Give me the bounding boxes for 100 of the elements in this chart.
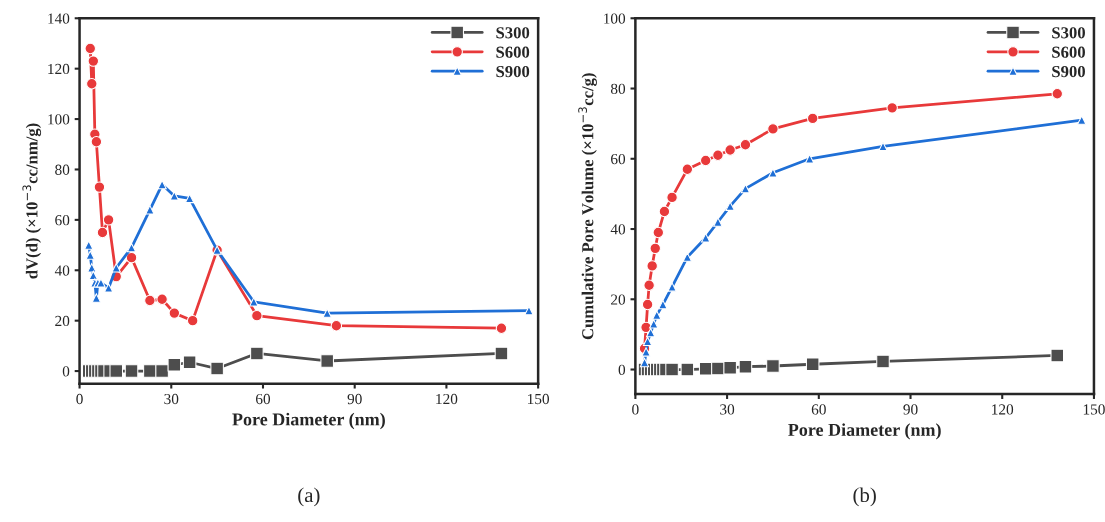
point [713,217,723,227]
point [251,309,263,322]
x-tick-label: 60 [256,393,271,405]
point [665,362,679,377]
point [109,364,124,378]
point [723,361,737,375]
point [249,297,259,307]
point [766,359,780,373]
point [88,270,98,280]
point [102,214,115,226]
legend-label: S900 [1052,65,1085,78]
point [167,358,182,372]
point [701,233,711,243]
point [84,42,96,55]
point [1050,348,1065,363]
y-tick-label: 80 [55,164,70,175]
x-tick-label: 30 [720,404,735,415]
point [649,242,661,255]
point [682,252,693,262]
legend-label: S600 [496,46,530,58]
point [495,322,508,334]
y-tick-label: 0 [62,366,70,377]
y-tick-label: 40 [610,224,626,235]
point [155,364,169,378]
x-tick-label: 90 [903,404,918,415]
point [330,319,343,332]
point [724,144,736,156]
point [646,260,658,272]
y-tick-label: 20 [611,294,626,305]
point [1051,88,1063,100]
text: (b) [853,487,876,507]
point [168,307,181,319]
point [169,191,180,201]
point [86,78,98,90]
point [643,279,655,291]
y-tick-label: 60 [611,153,626,165]
point [806,112,819,125]
y-tick-label: 80 [610,83,626,94]
x-tick-label: 0 [632,404,639,415]
point [87,55,100,67]
point [738,359,753,374]
point [658,205,671,218]
point [667,282,677,292]
x-tick-label: 90 [347,393,362,405]
point [125,251,138,264]
point [652,226,665,239]
point [111,263,121,273]
point [186,314,199,327]
point [876,354,890,369]
y-tick-label: 100 [604,13,626,24]
point [642,336,653,347]
point [767,123,779,135]
legend-label: S900 [496,65,530,78]
point [712,149,724,161]
legend-label: S300 [496,27,530,39]
y-tick-label: 20 [55,315,70,327]
point [145,205,155,215]
legend-label: S300 [1052,27,1085,39]
point [320,354,334,368]
point [639,357,650,368]
point [90,136,103,148]
y-tick-label: 140 [48,13,70,24]
y-axis-title: Cumulative Pore Volume (×10$^{−3}$cc/g) [578,73,597,340]
point [126,242,137,253]
y-tick-label: 40 [54,265,70,276]
point [210,361,224,376]
point [698,362,713,376]
point [124,364,139,378]
point [93,181,106,193]
point [157,179,167,190]
point [524,305,534,316]
point [886,102,898,114]
legend-label: S600 [1052,46,1085,58]
point [91,293,102,303]
point [666,191,678,204]
x-axis-title: Pore Diameter (nm) [232,412,385,430]
y-axis-title: dV(d) (×10$^{−3}$cc/nm/g) [22,123,42,279]
point [84,240,94,250]
point [739,138,752,151]
point [96,226,109,239]
point [1077,115,1087,125]
point [85,250,95,260]
x-tick-label: 30 [164,393,179,405]
point [250,346,264,361]
y-tick-label: 60 [55,215,70,226]
x-tick-label: 60 [811,404,826,415]
point [680,362,695,377]
point [805,357,820,372]
point [725,201,735,211]
x-tick-label: 120 [992,404,1014,415]
point [322,308,332,318]
x-tick-label: 150 [1083,404,1105,415]
point [804,154,815,164]
point [681,163,694,176]
point [143,364,157,378]
point [768,168,778,178]
point [641,298,654,311]
y-tick-label: 0 [618,364,626,375]
point [103,283,114,293]
point [652,310,662,320]
